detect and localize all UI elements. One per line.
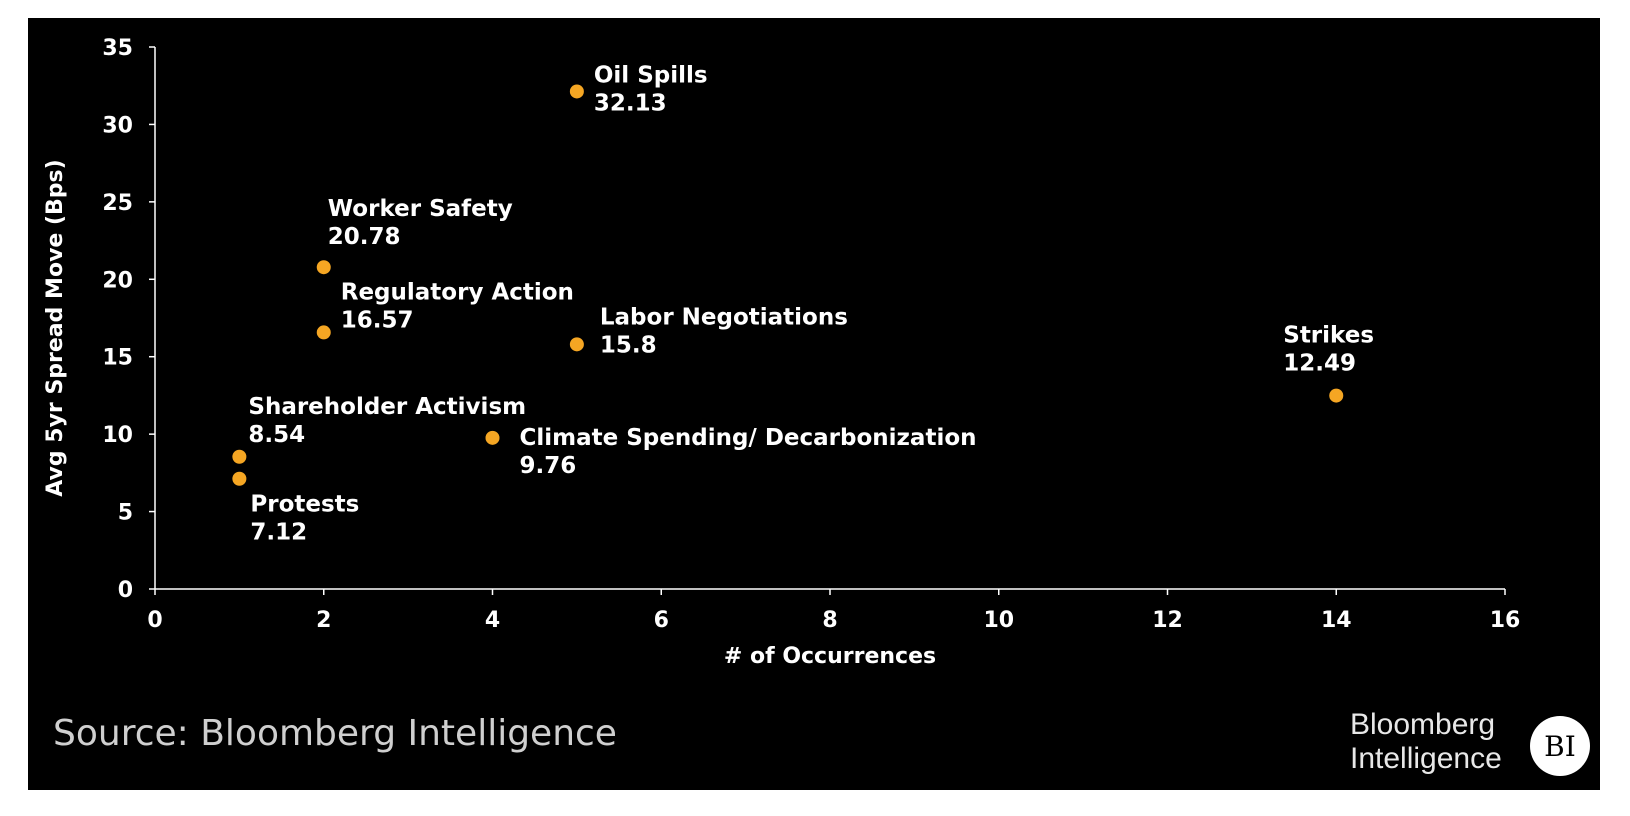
x-tick-label: 2 [316,608,331,633]
y-tick-label: 30 [102,113,133,138]
bi-badge-icon: BI [1530,716,1590,776]
point-label-value: 8.54 [248,422,305,448]
y-tick-label: 0 [118,578,133,603]
point-label-value: 32.13 [594,90,667,116]
brand-line-2: Intelligence [1350,742,1502,775]
x-tick-label: 6 [654,608,669,633]
data-point [1329,388,1344,403]
x-tick-label: 0 [147,608,162,633]
point-label-name: Worker Safety [328,196,513,222]
scatter-chart: 0 2 4 6 8 10 12 14 16 0 5 10 15 20 25 30 35 # of Occurre… [43,36,1520,669]
x-tick-label: 10 [983,608,1014,633]
brand-line-1: Bloomberg [1350,708,1496,741]
y-tick-label: 20 [102,268,133,293]
data-point [232,449,247,464]
data-point [485,430,500,445]
data-point [569,84,584,99]
x-tick-label: 8 [822,608,837,633]
data-points [232,84,1344,486]
data-point [316,260,331,275]
point-label-name: Strikes [1283,323,1374,349]
y-tick-label: 10 [102,423,133,448]
point-label-name: Protests [250,492,359,518]
y-tick-label: 5 [118,501,133,526]
x-tick-label: 12 [1152,608,1183,633]
point-label-name: Labor Negotiations [600,304,848,330]
point-label-name: Climate Spending/ Decarbonization [520,425,977,451]
point-label-value: 20.78 [328,224,401,250]
point-label-value: 12.49 [1283,351,1356,377]
point-label-value: 7.12 [250,520,307,546]
tick-labels: 0 2 4 6 8 10 12 14 16 0 5 10 15 20 25 30 35 [102,36,1520,633]
data-point [569,337,584,352]
y-axis-title: Avg 5yr Spread Move (Bps) [43,159,68,496]
point-label-name: Regulatory Action [341,279,574,305]
brand-logo: Bloomberg Intelligence [1350,708,1502,776]
y-tick-label: 15 [102,346,133,371]
point-label-value: 15.8 [600,332,657,358]
source-note: Source: Bloomberg Intelligence [53,713,617,754]
y-tick-label: 35 [102,36,133,61]
data-point [316,325,331,340]
x-tick-label: 4 [485,608,500,633]
point-label-value: 16.57 [341,307,414,333]
y-tick-label: 25 [102,191,133,216]
x-tick-label: 14 [1321,608,1352,633]
axes [149,46,1506,595]
chart-panel: 0 2 4 6 8 10 12 14 16 0 5 10 15 20 25 30 35 # of Occurre… [28,18,1600,790]
point-label-name: Oil Spills [594,62,708,88]
data-point [232,471,247,486]
point-label-value: 9.76 [520,453,577,479]
x-axis-title: # of Occurrences [724,644,936,669]
x-tick-label: 16 [1490,608,1521,633]
point-label-name: Shareholder Activism [248,394,526,420]
